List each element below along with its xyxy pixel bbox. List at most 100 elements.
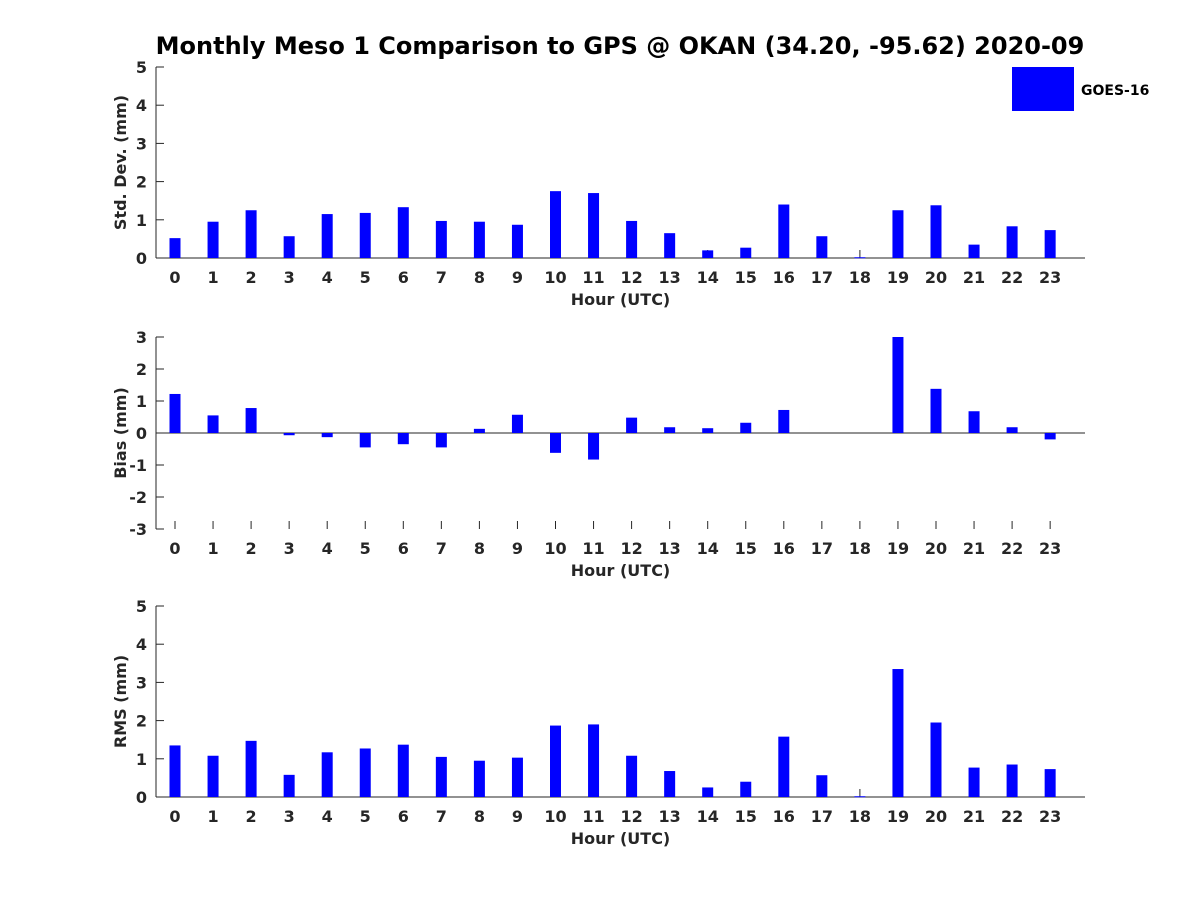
x-tick-label: 11 <box>582 807 604 826</box>
x-tick-label: 12 <box>620 807 642 826</box>
bar-hour-23 <box>1044 433 1056 440</box>
x-axis-label: Hour (UTC) <box>571 829 671 848</box>
x-tick-label: 22 <box>1001 539 1023 558</box>
bar-hour-16 <box>778 409 790 433</box>
x-tick-label: 4 <box>322 539 333 558</box>
x-tick-label: 13 <box>659 539 681 558</box>
x-tick-label: 13 <box>659 268 681 287</box>
bar-hour-10 <box>550 433 561 453</box>
y-tick-label: 3 <box>136 328 147 347</box>
x-tick-label: 16 <box>773 807 795 826</box>
x-tick-label: 3 <box>284 268 295 287</box>
bar-hour-17 <box>816 775 828 797</box>
y-tick-label: -3 <box>129 520 147 539</box>
x-tick-label: 18 <box>849 268 871 287</box>
x-tick-label: 14 <box>697 539 719 558</box>
bar-hour-11 <box>588 724 600 797</box>
y-tick-label: 4 <box>136 635 147 654</box>
x-tick-label: 1 <box>207 539 218 558</box>
bar-hour-0 <box>169 745 181 797</box>
x-tick-label: 21 <box>963 807 985 826</box>
x-tick-label: 17 <box>811 807 833 826</box>
y-tick-label: 1 <box>136 211 147 230</box>
x-tick-label: 8 <box>474 807 485 826</box>
bar-hour-6 <box>397 433 409 445</box>
bar-hour-16 <box>778 204 790 258</box>
x-tick-label: 1 <box>207 807 218 826</box>
bar-hour-12 <box>626 755 638 797</box>
bar-hour-23 <box>1044 230 1056 258</box>
bar-hour-7 <box>435 433 447 448</box>
bar-hour-3 <box>283 236 295 258</box>
x-tick-label: 15 <box>735 268 757 287</box>
x-tick-label: 15 <box>735 539 757 558</box>
x-tick-label: 8 <box>474 539 485 558</box>
y-tick-label: 0 <box>136 249 147 268</box>
bar-hour-14 <box>702 428 714 433</box>
x-tick-label: 6 <box>398 268 409 287</box>
x-tick-label: 2 <box>246 539 257 558</box>
x-tick-label: 5 <box>360 539 371 558</box>
bar-hour-2 <box>245 740 257 797</box>
x-tick-label: 7 <box>436 807 447 826</box>
x-tick-label: 17 <box>811 539 833 558</box>
x-tick-label: 19 <box>887 807 909 826</box>
bar-hour-2 <box>245 210 257 258</box>
x-tick-label: 7 <box>436 268 447 287</box>
x-tick-label: 1 <box>207 268 218 287</box>
y-tick-label: 3 <box>136 673 147 692</box>
x-tick-label: 8 <box>474 268 485 287</box>
bar-hour-2 <box>245 408 257 433</box>
bar-hour-17 <box>816 236 828 258</box>
legend-swatch-goes-16 <box>1012 67 1074 111</box>
x-tick-label: 10 <box>544 807 566 826</box>
bar-hour-20 <box>930 722 942 797</box>
x-tick-label: 14 <box>697 807 719 826</box>
y-tick-label: 5 <box>136 58 147 77</box>
bar-hour-15 <box>740 247 752 258</box>
bar-hour-13 <box>664 427 676 433</box>
x-tick-label: 20 <box>925 539 947 558</box>
bar-hour-8 <box>473 760 485 797</box>
bar-hour-1 <box>207 415 219 433</box>
x-tick-label: 16 <box>773 268 795 287</box>
bar-hour-22 <box>1006 764 1018 797</box>
x-tick-label: 4 <box>322 807 333 826</box>
x-tick-label: 19 <box>887 268 909 287</box>
x-tick-label: 0 <box>169 807 180 826</box>
y-axis-label: Bias (mm) <box>111 387 130 479</box>
y-tick-label: 3 <box>136 134 147 153</box>
bar-hour-5 <box>359 748 371 797</box>
bar-hour-10 <box>550 191 561 258</box>
x-tick-label: 23 <box>1039 807 1061 826</box>
bar-hour-0 <box>169 238 181 258</box>
x-tick-label: 22 <box>1001 807 1023 826</box>
x-tick-label: 2 <box>246 807 257 826</box>
bar-hour-15 <box>740 781 752 797</box>
bar-hour-9 <box>511 224 523 258</box>
bar-hour-7 <box>435 756 447 797</box>
x-tick-label: 10 <box>544 268 566 287</box>
y-tick-label: 5 <box>136 597 147 616</box>
bar-hour-20 <box>930 205 942 258</box>
y-tick-label: -2 <box>129 488 147 507</box>
x-tick-label: 9 <box>512 268 523 287</box>
x-tick-label: 19 <box>887 539 909 558</box>
y-tick-label: -1 <box>129 456 147 475</box>
x-tick-label: 0 <box>169 539 180 558</box>
x-tick-label: 9 <box>512 539 523 558</box>
bar-hour-8 <box>473 221 485 258</box>
x-tick-label: 22 <box>1001 268 1023 287</box>
x-tick-label: 3 <box>284 807 295 826</box>
x-tick-label: 13 <box>659 807 681 826</box>
bar-hour-0 <box>169 393 181 433</box>
chart-title: Monthly Meso 1 Comparison to GPS @ OKAN … <box>156 32 1085 60</box>
bar-hour-1 <box>207 221 219 258</box>
bar-hour-3 <box>283 774 295 797</box>
bar-hour-16 <box>778 736 790 797</box>
bar-hour-3 <box>283 433 295 436</box>
x-tick-label: 23 <box>1039 268 1061 287</box>
bar-hour-4 <box>321 433 333 438</box>
